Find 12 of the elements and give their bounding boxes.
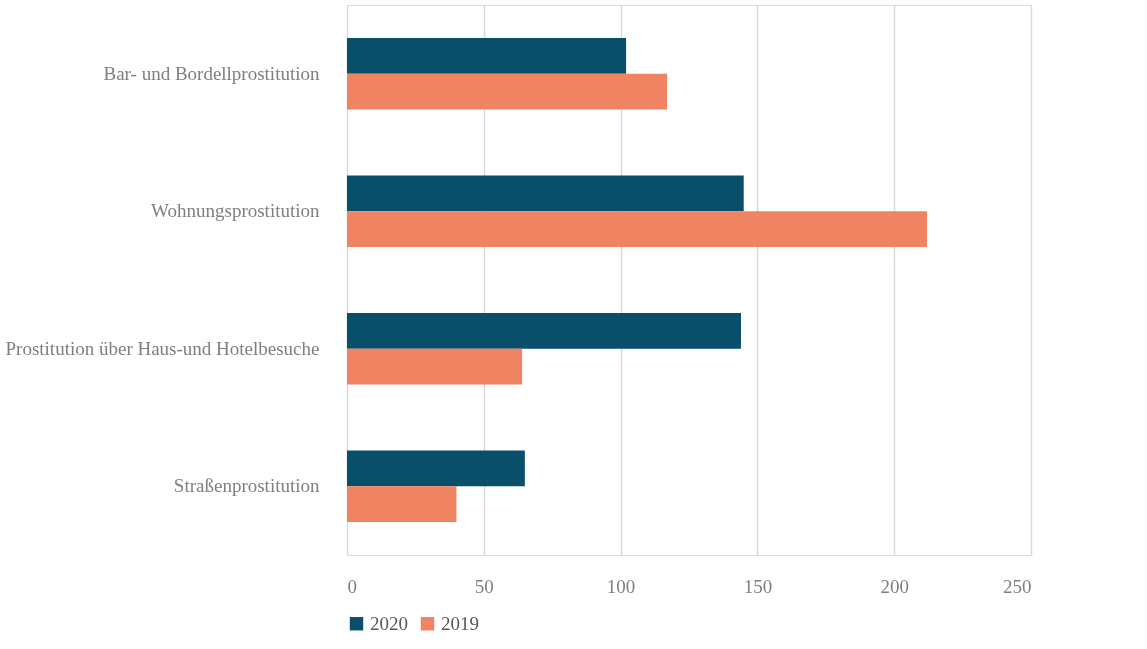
x-tick-label: 200: [880, 575, 909, 597]
x-tick-label: 50: [474, 575, 494, 597]
y-tick-label: Straßenprostitution: [173, 475, 320, 497]
y-tick-label: Wohnungsprostitution: [151, 200, 320, 222]
x-tick-label: 100: [606, 575, 636, 597]
legend-label: 2020: [370, 612, 408, 634]
y-tick-label: Prostitution über Haus-und Hotelbesuche: [5, 337, 320, 359]
x-tick-label: 0: [347, 575, 357, 597]
y-tick-label: Bar- und Bordellprostitution: [103, 62, 320, 84]
x-tick-label: 250: [1003, 575, 1032, 597]
x-tick-label: 150: [743, 575, 773, 597]
legend-label: 2019: [441, 612, 479, 634]
